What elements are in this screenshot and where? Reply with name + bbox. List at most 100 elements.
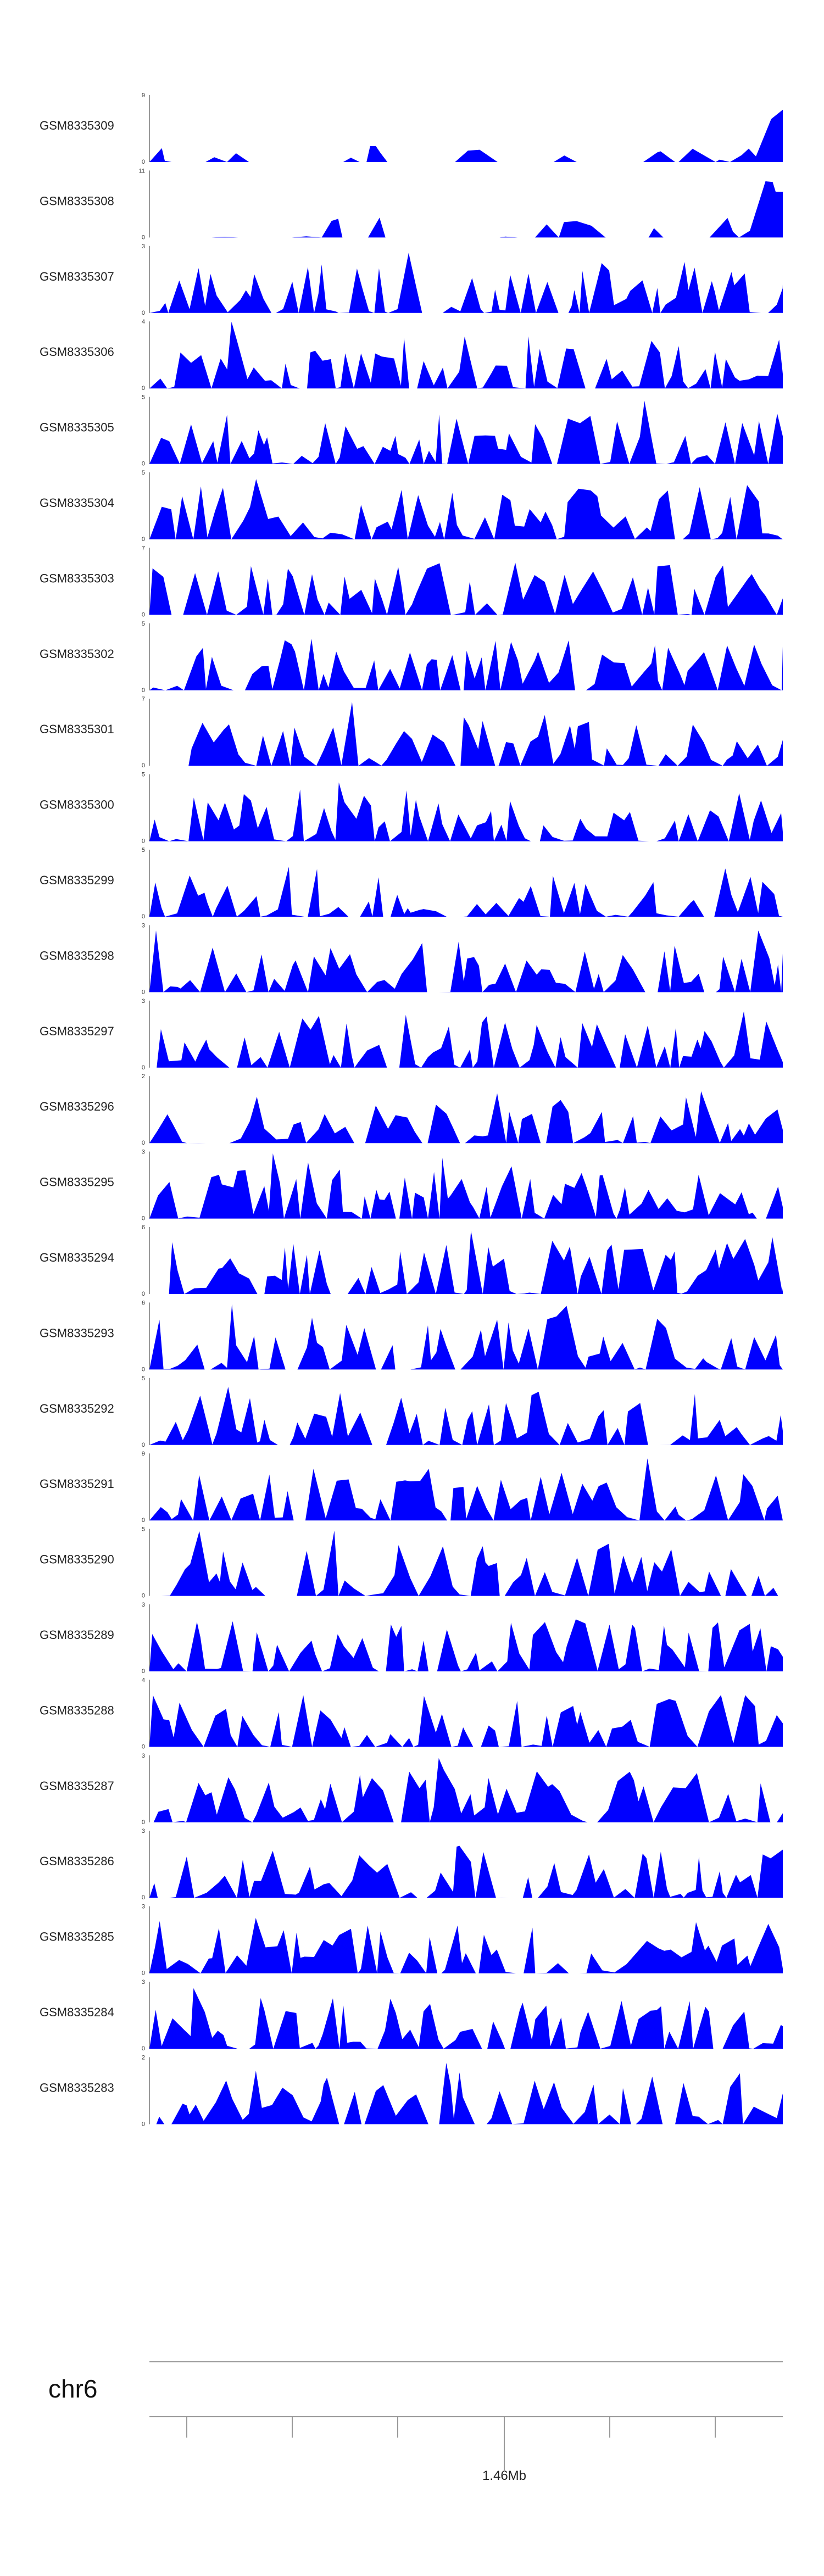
y-min-tick-label: 0: [142, 2121, 145, 2127]
y-min-tick-label: 0: [142, 989, 145, 995]
y-min-tick-label: 0: [142, 1291, 145, 1297]
coverage-area: [149, 1091, 783, 1144]
y-min-tick-label: 0: [142, 310, 145, 316]
track-label: GSM8335305: [40, 421, 114, 434]
y-max-tick-label: 5: [142, 1526, 145, 1533]
coverage-area: [149, 1387, 783, 1445]
y-min-tick-label: 0: [142, 461, 145, 467]
track-GSM8335287: GSM8335287 3 0: [40, 1753, 783, 1826]
track-GSM8335291: GSM8335291 9 0: [40, 1451, 783, 1524]
track-label: GSM8335297: [40, 1024, 114, 1038]
y-max-tick-label: 9: [142, 1451, 145, 1457]
track-GSM8335309: GSM8335309 9 0: [40, 92, 783, 165]
track-label: GSM8335302: [40, 647, 114, 661]
track-label: GSM8335294: [40, 1251, 114, 1264]
track-GSM8335294: GSM8335294 6 0: [40, 1224, 783, 1297]
track-GSM8335300: GSM8335300 5 0: [40, 772, 783, 845]
coverage-area: [149, 1011, 783, 1068]
track-GSM8335301: GSM8335301 7 0: [40, 696, 783, 769]
y-max-tick-label: 11: [139, 168, 145, 174]
track-GSM8335298: GSM8335298 3 0: [40, 922, 783, 995]
track-label: GSM8335291: [40, 1477, 114, 1491]
y-min-tick-label: 0: [142, 611, 145, 618]
coverage-area: [149, 1695, 783, 1747]
track-GSM8335305: GSM8335305 5 0: [40, 394, 783, 467]
genomic-axis: 1.46Mb: [149, 2416, 783, 2483]
y-min-tick-label: 0: [142, 385, 145, 392]
y-max-tick-label: 4: [142, 1677, 145, 1683]
y-max-tick-label: 5: [142, 394, 145, 401]
y-min-tick-label: 0: [142, 1593, 145, 1599]
coverage-area: [149, 400, 783, 464]
y-max-tick-label: 3: [142, 1753, 145, 1759]
track-GSM8335284: GSM8335284 3 0: [40, 1979, 783, 2052]
track-GSM8335307: GSM8335307 3 0: [40, 243, 783, 316]
y-max-tick-label: 3: [142, 1602, 145, 1608]
track-label: GSM8335288: [40, 1703, 114, 1717]
y-max-tick-label: 5: [142, 470, 145, 476]
track-GSM8335292: GSM8335292 5 0: [40, 1375, 783, 1448]
coverage-area: [149, 109, 783, 162]
track-label: GSM8335290: [40, 1553, 114, 1566]
coverage-area: [149, 1758, 783, 1822]
coverage-area: [149, 1304, 783, 1370]
y-max-tick-label: 5: [142, 1375, 145, 1382]
y-min-tick-label: 0: [142, 1064, 145, 1071]
y-max-tick-label: 3: [142, 998, 145, 1005]
track-label: GSM8335285: [40, 1930, 114, 1944]
coverage-area: [149, 562, 783, 615]
coverage-area: [149, 1530, 783, 1596]
track-label: GSM8335295: [40, 1175, 114, 1189]
y-min-tick-label: 0: [142, 1442, 145, 1448]
track-label: GSM8335298: [40, 949, 114, 962]
y-max-tick-label: 3: [142, 1828, 145, 1835]
track-GSM8335285: GSM8335285 3 0: [40, 1904, 783, 1977]
y-max-tick-label: 3: [142, 243, 145, 250]
track-label: GSM8335300: [40, 798, 114, 812]
coverage-area: [149, 867, 783, 917]
track-label: GSM8335289: [40, 1628, 114, 1642]
track-label: GSM8335287: [40, 1779, 114, 1793]
track-GSM8335289: GSM8335289 3 0: [40, 1602, 783, 1675]
track-GSM8335283: GSM8335283 2 0: [40, 2054, 783, 2127]
coverage-area: [149, 253, 783, 313]
track-label: GSM8335307: [40, 270, 114, 283]
y-min-tick-label: 0: [142, 687, 145, 694]
track-label: GSM8335292: [40, 1402, 114, 1415]
coverage-area: [149, 479, 783, 539]
coverage-area: [149, 181, 783, 238]
track-label: GSM8335304: [40, 496, 114, 510]
y-max-tick-label: 5: [142, 847, 145, 854]
track-GSM8335303: GSM8335303 7 0: [40, 545, 783, 618]
track-GSM8335306: GSM8335306 4 0: [40, 319, 783, 392]
track-label: GSM8335284: [40, 2005, 114, 2019]
coverage-area: [149, 1230, 783, 1294]
coverage-area: [149, 1845, 783, 1898]
y-min-tick-label: 0: [142, 1819, 145, 1826]
y-min-tick-label: 0: [142, 838, 145, 845]
coverage-area: [149, 1917, 783, 1973]
y-max-tick-label: 4: [142, 319, 145, 325]
y-max-tick-label: 5: [142, 772, 145, 778]
track-label: GSM8335286: [40, 1854, 114, 1868]
track-label: GSM8335299: [40, 873, 114, 887]
y-max-tick-label: 2: [142, 1073, 145, 1080]
track-GSM8335302: GSM8335302 5 0: [40, 621, 783, 694]
y-min-tick-label: 0: [142, 1517, 145, 1524]
coverage-area: [149, 782, 783, 841]
y-min-tick-label: 0: [142, 1743, 145, 1750]
y-min-tick-label: 0: [142, 913, 145, 920]
y-max-tick-label: 6: [142, 1224, 145, 1231]
y-min-tick-label: 0: [142, 1970, 145, 1977]
y-max-tick-label: 9: [142, 92, 145, 99]
y-max-tick-label: 3: [142, 1904, 145, 1910]
coverage-area: [149, 321, 783, 389]
chromosome-ideogram: chr6: [48, 2361, 783, 2417]
y-min-tick-label: 0: [142, 159, 145, 165]
y-max-tick-label: 3: [142, 1149, 145, 1156]
y-max-tick-label: 3: [142, 922, 145, 929]
y-max-tick-label: 5: [142, 621, 145, 627]
y-max-tick-label: 7: [142, 696, 145, 702]
track-GSM8335295: GSM8335295 3 0: [40, 1149, 783, 1222]
